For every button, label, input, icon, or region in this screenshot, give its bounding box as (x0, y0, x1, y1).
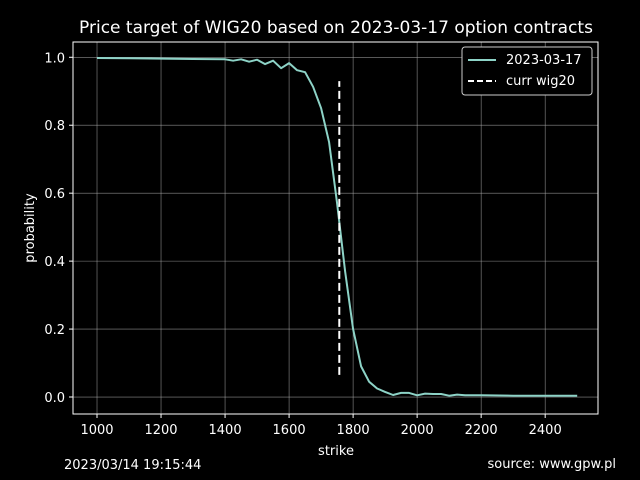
x-tick-label: 2200 (465, 423, 498, 438)
x-tick-label: 2400 (529, 423, 562, 438)
y-tick-label: 1.0 (44, 51, 65, 66)
series-group (96, 57, 578, 397)
timestamp: 2023/03/14 19:15:44 (64, 458, 202, 473)
legend-label-series-0: 2023-03-17 (506, 53, 582, 68)
y-tick-label: 0.0 (44, 391, 65, 406)
source-credit: source: www.gpw.pl (487, 457, 616, 472)
series-line-0 (96, 57, 578, 397)
y-tick-label: 0.4 (44, 255, 65, 270)
legend-label-series-1: curr wig20 (506, 74, 575, 89)
y-tick-label: 0.6 (44, 187, 65, 202)
grid-lines (73, 42, 598, 414)
y-tick-label: 0.2 (44, 323, 65, 338)
x-axis-label: strike (318, 444, 354, 459)
x-tick-label: 2000 (401, 423, 434, 438)
y-axis-label: probability (23, 193, 38, 263)
y-tick-label: 0.8 (44, 119, 65, 134)
x-tick-label: 1400 (209, 423, 242, 438)
x-tick-label: 1000 (80, 423, 113, 438)
plot-frame (72, 41, 599, 415)
legend: 2023-03-17 curr wig20 (461, 46, 593, 96)
axis-ticks: 1000 1200 1400 1600 1800 2000 2200 2400 0.0 0.2 0.… (44, 51, 561, 438)
chart-title: Price target of WIG20 based on 2023-03-1… (79, 18, 593, 38)
x-tick-label: 1800 (337, 423, 370, 438)
x-tick-label: 1600 (273, 423, 306, 438)
x-tick-label: 1200 (144, 423, 177, 438)
